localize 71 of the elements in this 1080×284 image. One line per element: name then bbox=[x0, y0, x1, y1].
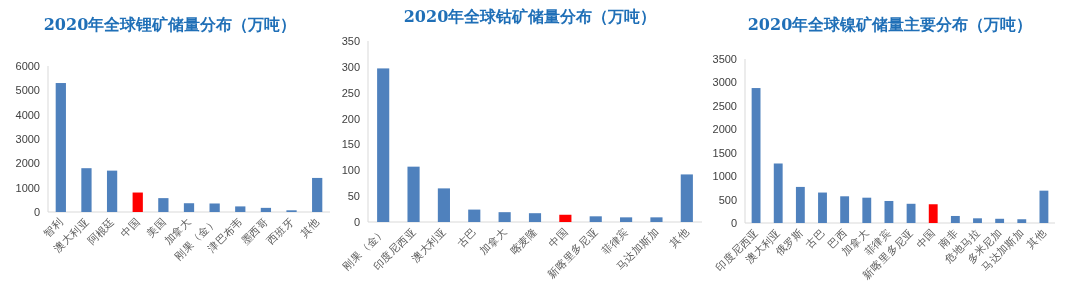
bar bbox=[260, 207, 272, 212]
y-tick-label: 5000 bbox=[15, 84, 40, 97]
bar bbox=[235, 206, 246, 212]
y-tick-label: 4000 bbox=[15, 108, 40, 121]
bar bbox=[950, 215, 960, 223]
chart-title: 2020年全球锂矿储量分布（万吨） bbox=[43, 15, 297, 34]
y-tick-label: 500 bbox=[718, 193, 737, 206]
y-tick-label: 2000 bbox=[712, 123, 737, 136]
y-tick-label: 0 bbox=[33, 206, 40, 218]
x-tick-label: 中国 bbox=[913, 225, 938, 250]
bar bbox=[528, 213, 542, 222]
chart-title: 2020年全球镍矿储量主要分布（万吨） bbox=[747, 15, 1033, 34]
bar bbox=[773, 163, 783, 223]
y-tick-label: 2000 bbox=[15, 157, 40, 170]
bar bbox=[55, 83, 66, 212]
bar bbox=[407, 166, 420, 222]
y-tick-label: 3000 bbox=[712, 76, 737, 89]
bar bbox=[928, 204, 938, 223]
bar bbox=[209, 203, 220, 212]
y-tick-label: 350 bbox=[341, 35, 360, 47]
bar bbox=[795, 186, 805, 223]
bar bbox=[840, 196, 850, 223]
y-tick-label: 150 bbox=[341, 138, 360, 151]
bar bbox=[437, 188, 450, 222]
bar bbox=[650, 217, 663, 222]
bar bbox=[906, 203, 916, 223]
bar bbox=[158, 198, 169, 212]
y-tick-label: 100 bbox=[341, 164, 360, 177]
y-tick-label: 1000 bbox=[15, 181, 40, 194]
bar bbox=[995, 218, 1005, 223]
y-tick-label: 200 bbox=[341, 112, 360, 125]
bar bbox=[620, 217, 633, 222]
y-tick-label: 3500 bbox=[712, 53, 737, 65]
y-tick-label: 1000 bbox=[712, 170, 737, 183]
x-tick-label: 中国 bbox=[545, 224, 570, 249]
bar bbox=[973, 218, 982, 223]
bar bbox=[377, 68, 390, 222]
x-tick-label: 喀麦隆 bbox=[507, 224, 540, 257]
x-tick-label: 古巴 bbox=[454, 224, 479, 249]
y-tick-label: 1500 bbox=[712, 146, 737, 159]
x-tick-label: 古巴 bbox=[802, 225, 827, 250]
bar bbox=[106, 170, 118, 212]
bar bbox=[183, 203, 195, 212]
x-tick-label: 其他 bbox=[667, 224, 692, 249]
bar bbox=[81, 168, 92, 212]
y-tick-label: 300 bbox=[341, 60, 360, 73]
x-tick-label: 其他 bbox=[297, 214, 322, 239]
y-tick-label: 0 bbox=[353, 216, 360, 228]
bar bbox=[498, 212, 511, 222]
bar bbox=[818, 192, 827, 223]
y-tick-label: 250 bbox=[341, 86, 360, 99]
bar bbox=[312, 177, 323, 212]
bar bbox=[468, 209, 481, 222]
y-tick-label: 3000 bbox=[15, 133, 40, 145]
y-tick-label: 50 bbox=[347, 190, 360, 203]
y-tick-label: 6000 bbox=[15, 60, 40, 72]
bar bbox=[884, 200, 894, 223]
x-tick-label: 其他 bbox=[1024, 225, 1049, 250]
bar bbox=[751, 88, 761, 223]
bar bbox=[680, 174, 693, 222]
y-tick-label: 2500 bbox=[712, 99, 737, 112]
bar bbox=[1017, 219, 1027, 223]
bar bbox=[559, 214, 572, 222]
x-tick-label: 中国 bbox=[118, 214, 143, 239]
chart-title: 2020年全球钴矿储量分布（万吨） bbox=[403, 7, 657, 26]
bar bbox=[132, 192, 143, 212]
y-tick-label: 0 bbox=[730, 217, 737, 229]
bar bbox=[862, 197, 872, 223]
bar bbox=[589, 216, 602, 222]
bar bbox=[1039, 190, 1049, 223]
x-tick-label: 加拿大 bbox=[477, 224, 510, 257]
